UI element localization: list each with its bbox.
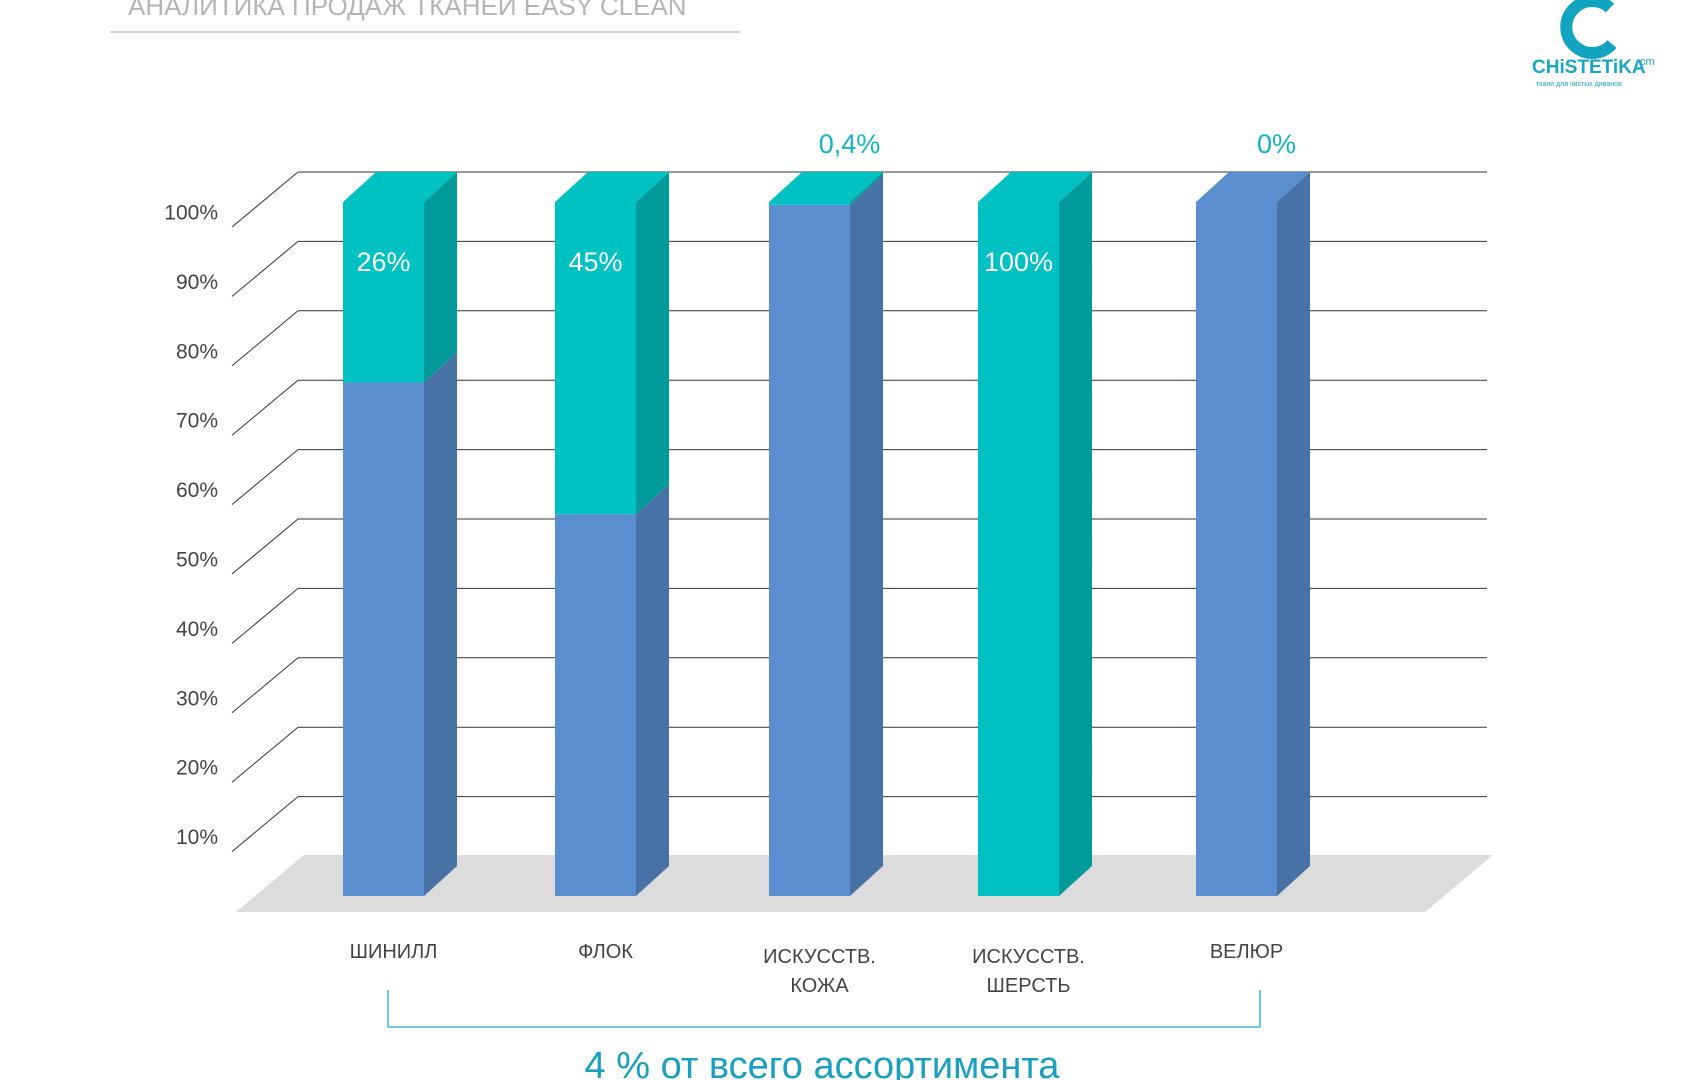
data-label: 100% (984, 247, 1053, 277)
y-tick-label: 100% (164, 202, 218, 225)
grid-diagonal (231, 379, 299, 436)
bar-side (636, 484, 669, 896)
bar-side (1059, 172, 1092, 896)
bar-segment (343, 202, 424, 383)
y-tick-label: 70% (176, 410, 218, 433)
grid-diagonal (231, 657, 299, 714)
bar-side (1277, 172, 1310, 896)
grid-diagonal (231, 241, 299, 297)
bar-segment (769, 202, 850, 205)
y-tick-label: 90% (176, 271, 218, 294)
data-label: 0,4% (819, 129, 881, 159)
page-title: АНАЛИТИКА ПРОДАЖ ТКАНЕЙ EASY CLEAN (128, 0, 687, 21)
bar-side (424, 352, 457, 896)
x-tick-label: ИСКУССТВ. ШЕРСТЬ (972, 946, 1085, 997)
bar-segment (555, 202, 636, 515)
logo-tagline: ткани для чистых диванов (1536, 81, 1622, 88)
data-label: 26% (356, 247, 410, 277)
x-tick-label: ФЛОК (578, 941, 633, 963)
grid-diagonal (231, 518, 299, 575)
bar-top (1196, 172, 1310, 202)
bar-segment (555, 514, 636, 896)
grid-diagonal (231, 310, 299, 367)
bar-segment (1196, 202, 1277, 896)
bar-side (636, 172, 669, 515)
bracket (387, 990, 1261, 1028)
floor (236, 855, 1493, 912)
y-tick-label: 40% (176, 618, 218, 641)
y-tick-label: 80% (176, 340, 218, 363)
y-tick-label: 30% (176, 687, 218, 710)
x-tick-label: ШИНИЛЛ (349, 941, 438, 963)
grid-diagonal (231, 171, 299, 228)
logo-text: CHiSTETiKA (1532, 57, 1646, 78)
logo-mark: cm (1640, 56, 1655, 68)
y-tick-label: 20% (176, 757, 218, 780)
grid-diagonal (231, 588, 299, 644)
bar-side (850, 174, 883, 896)
logo: CHiSTETiKA cm ткани для чистых диванов (1532, 0, 1655, 88)
bar-segment (978, 202, 1059, 896)
logo-icon (1560, 0, 1617, 59)
annotation: 4 % от всего ассортимента (585, 1045, 1061, 1080)
data-label: 0% (1257, 129, 1296, 159)
y-tick-label: 50% (176, 549, 218, 572)
y-tick-label: 60% (176, 479, 218, 502)
grid-diagonal (231, 726, 299, 783)
bar-segment (769, 204, 850, 896)
bar-side (850, 172, 883, 205)
grid-diagonal (231, 449, 299, 505)
bar-segment (343, 382, 424, 896)
x-tick-label: ВЕЛЮР (1209, 941, 1284, 963)
bar-top (343, 172, 457, 202)
bar-side (424, 172, 457, 383)
y-tick-label: 10% (176, 826, 218, 849)
data-label: 45% (568, 247, 622, 277)
bar-top (555, 172, 669, 202)
x-tick-label: ИСКУССТВ. КОЖА (763, 946, 876, 997)
grid-diagonal (231, 796, 299, 852)
bar-top (978, 172, 1092, 202)
bar-top (769, 172, 883, 202)
